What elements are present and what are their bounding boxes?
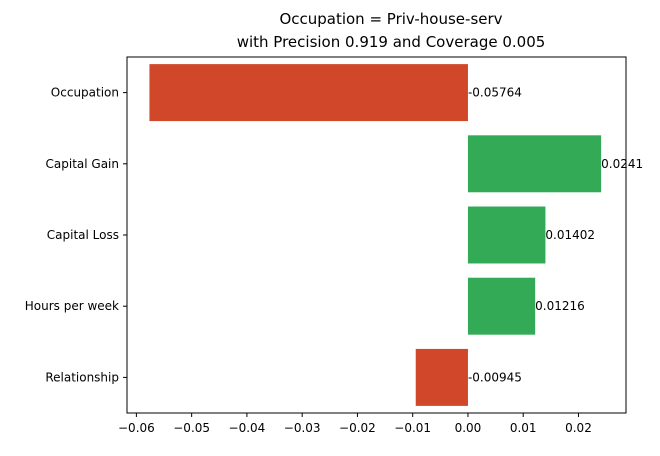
bar-value-label: 0.01402 [545,228,595,242]
bar-value-label: -0.05764 [468,86,522,100]
bar-value-label: -0.00945 [468,370,522,384]
x-tick-label: 0.01 [510,421,537,435]
x-tick-label: −0.01 [394,421,431,435]
bar-capital-gain [467,135,602,193]
bar-value-label: 0.0241 [601,157,643,171]
x-tick-label: −0.03 [284,421,321,435]
x-tick-label: 0.02 [565,421,592,435]
y-tick-label: Capital Loss [47,228,119,242]
plot-frame [126,56,627,414]
y-tick-label: Capital Gain [46,157,119,171]
chart-title-line-2: with Precision 0.919 and Coverage 0.005 [237,33,546,51]
x-tick-label: −0.05 [173,421,210,435]
x-axis-ticks: −0.06 −0.05 −0.04 −0.03 −0.02 −0.01 0.00 0.01 0.… [118,413,592,435]
y-tick-label: Occupation [51,86,119,100]
x-tick-label: −0.04 [229,421,266,435]
y-axis-labels: Occupation Capital Gain Capital Loss Hours … [25,86,127,384]
x-tick-label: 0.00 [455,421,482,435]
y-tick-label: Hours per week [25,299,119,313]
bar-group: -0.05764 0.0241 0.01402 0.01216 -0.00945 [149,64,643,406]
bar-hours-per-week [467,277,536,335]
x-tick-label: −0.02 [339,421,376,435]
bar-occupation [149,64,468,122]
bar-relationship [415,348,468,406]
y-tick-label: Relationship [45,370,119,384]
bar-value-label: 0.01216 [535,299,585,313]
x-tick-label: −0.06 [118,421,155,435]
chart-title-line-1: Occupation = Priv-house-serv [279,10,502,28]
bar-capital-loss [467,206,546,264]
